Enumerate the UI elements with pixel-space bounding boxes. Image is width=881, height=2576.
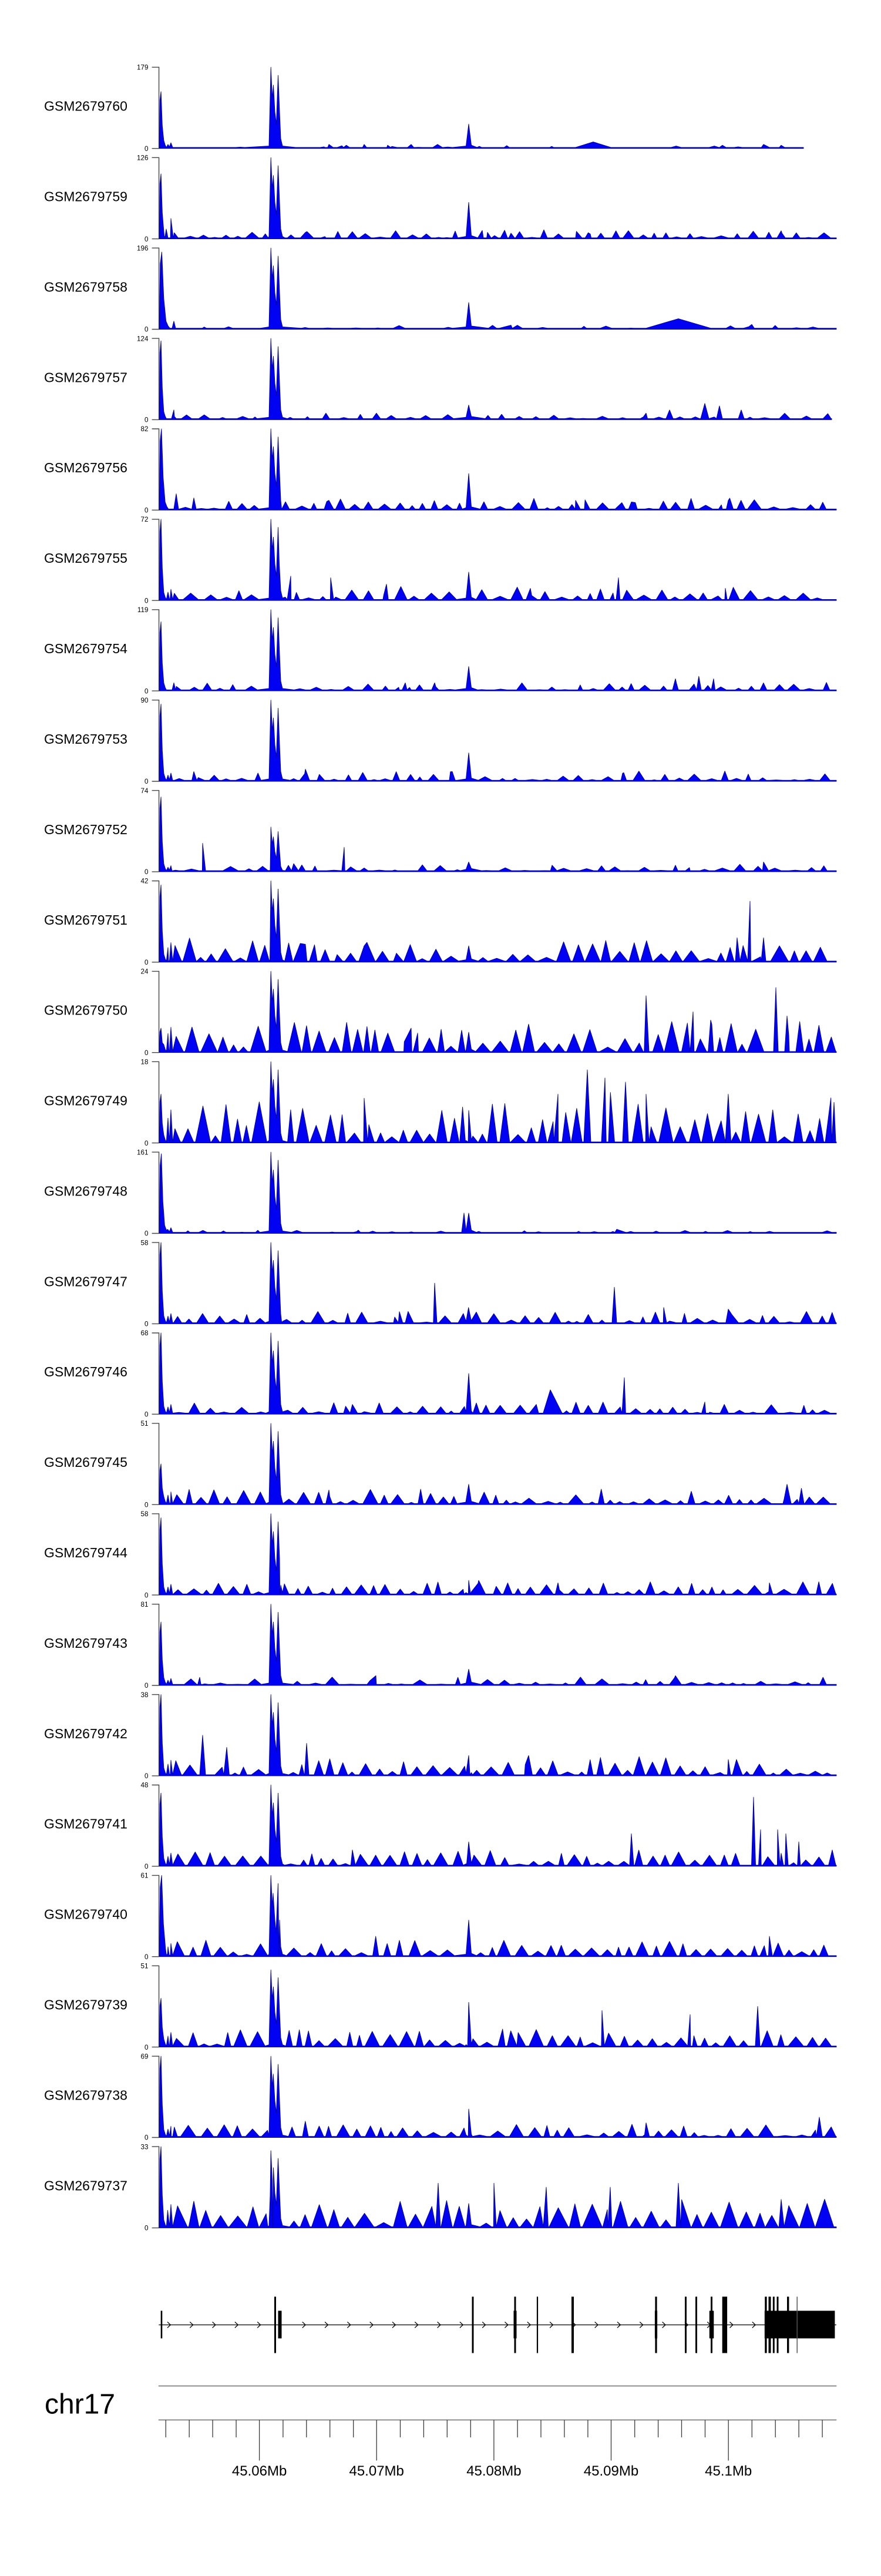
svg-text:GSM2679755: GSM2679755: [44, 550, 127, 566]
svg-text:82: 82: [140, 425, 148, 433]
svg-text:GSM2679756: GSM2679756: [44, 460, 127, 475]
svg-text:GSM2679759: GSM2679759: [44, 189, 127, 204]
svg-text:GSM2679751: GSM2679751: [44, 912, 127, 928]
svg-text:0: 0: [144, 597, 149, 604]
svg-text:GSM2679740: GSM2679740: [44, 1907, 127, 1922]
svg-text:0: 0: [144, 2044, 149, 2051]
svg-text:GSM2679738: GSM2679738: [44, 2088, 127, 2103]
svg-text:0: 0: [144, 1591, 149, 1599]
svg-text:45.07Mb: 45.07Mb: [349, 2463, 403, 2479]
svg-text:GSM2679745: GSM2679745: [44, 1455, 127, 1470]
svg-text:GSM2679744: GSM2679744: [44, 1545, 127, 1560]
svg-text:45.08Mb: 45.08Mb: [466, 2463, 521, 2479]
svg-text:119: 119: [137, 606, 149, 614]
svg-text:GSM2679737: GSM2679737: [44, 2178, 127, 2193]
svg-text:0: 0: [144, 1411, 149, 1419]
svg-text:0: 0: [144, 2134, 149, 2142]
svg-text:0: 0: [144, 236, 149, 243]
svg-text:0: 0: [144, 2225, 149, 2232]
svg-text:GSM2679747: GSM2679747: [44, 1274, 127, 1289]
svg-text:0: 0: [144, 868, 149, 876]
svg-text:0: 0: [144, 1049, 149, 1057]
svg-text:45.1Mb: 45.1Mb: [705, 2463, 752, 2479]
svg-text:0: 0: [144, 1682, 149, 1690]
svg-text:GSM2679739: GSM2679739: [44, 1997, 127, 2013]
svg-text:81: 81: [140, 1601, 148, 1608]
svg-text:90: 90: [140, 697, 149, 704]
svg-text:0: 0: [144, 1501, 149, 1509]
svg-text:74: 74: [140, 787, 149, 795]
svg-text:126: 126: [137, 155, 149, 162]
svg-text:GSM2679752: GSM2679752: [44, 822, 127, 837]
svg-text:0: 0: [144, 1772, 149, 1780]
svg-text:0: 0: [144, 687, 149, 695]
svg-text:61: 61: [140, 1872, 148, 1880]
svg-text:0: 0: [144, 1953, 149, 1961]
svg-text:0: 0: [144, 507, 149, 515]
svg-text:124: 124: [137, 335, 149, 342]
svg-text:69: 69: [140, 2053, 148, 2060]
svg-text:GSM2679743: GSM2679743: [44, 1635, 127, 1651]
svg-text:0: 0: [144, 1140, 149, 1147]
svg-text:42: 42: [140, 878, 148, 885]
svg-text:0: 0: [144, 1230, 149, 1238]
svg-text:48: 48: [140, 1782, 148, 1789]
svg-text:0: 0: [144, 959, 149, 966]
svg-text:24: 24: [140, 968, 149, 976]
svg-text:GSM2679749: GSM2679749: [44, 1093, 127, 1109]
svg-text:161: 161: [137, 1148, 149, 1156]
svg-text:0: 0: [144, 145, 149, 153]
svg-text:179: 179: [137, 64, 149, 72]
svg-text:GSM2679741: GSM2679741: [44, 1816, 127, 1832]
svg-text:18: 18: [140, 1059, 148, 1066]
svg-text:0: 0: [144, 778, 149, 785]
svg-text:72: 72: [140, 516, 148, 523]
svg-text:GSM2679748: GSM2679748: [44, 1184, 127, 1199]
svg-text:GSM2679753: GSM2679753: [44, 731, 127, 747]
svg-text:GSM2679754: GSM2679754: [44, 641, 127, 656]
svg-text:GSM2679742: GSM2679742: [44, 1726, 127, 1741]
svg-text:38: 38: [140, 1691, 148, 1699]
svg-text:0: 0: [144, 417, 149, 424]
svg-text:GSM2679750: GSM2679750: [44, 1003, 127, 1018]
svg-text:GSM2679758: GSM2679758: [44, 280, 127, 295]
svg-text:33: 33: [140, 2143, 148, 2151]
svg-text:GSM2679757: GSM2679757: [44, 370, 127, 385]
svg-text:GSM2679760: GSM2679760: [44, 99, 127, 114]
svg-text:58: 58: [140, 1510, 148, 1518]
svg-text:51: 51: [140, 1420, 148, 1428]
svg-text:GSM2679746: GSM2679746: [44, 1364, 127, 1379]
svg-text:chr17: chr17: [45, 2389, 115, 2420]
svg-text:45.06Mb: 45.06Mb: [232, 2463, 287, 2479]
svg-text:0: 0: [144, 1863, 149, 1870]
svg-text:45.09Mb: 45.09Mb: [584, 2463, 638, 2479]
svg-text:51: 51: [140, 1963, 148, 1970]
svg-text:196: 196: [137, 244, 149, 252]
svg-text:0: 0: [144, 1321, 149, 1328]
svg-text:68: 68: [140, 1329, 148, 1337]
svg-text:0: 0: [144, 326, 149, 334]
svg-text:58: 58: [140, 1239, 148, 1247]
